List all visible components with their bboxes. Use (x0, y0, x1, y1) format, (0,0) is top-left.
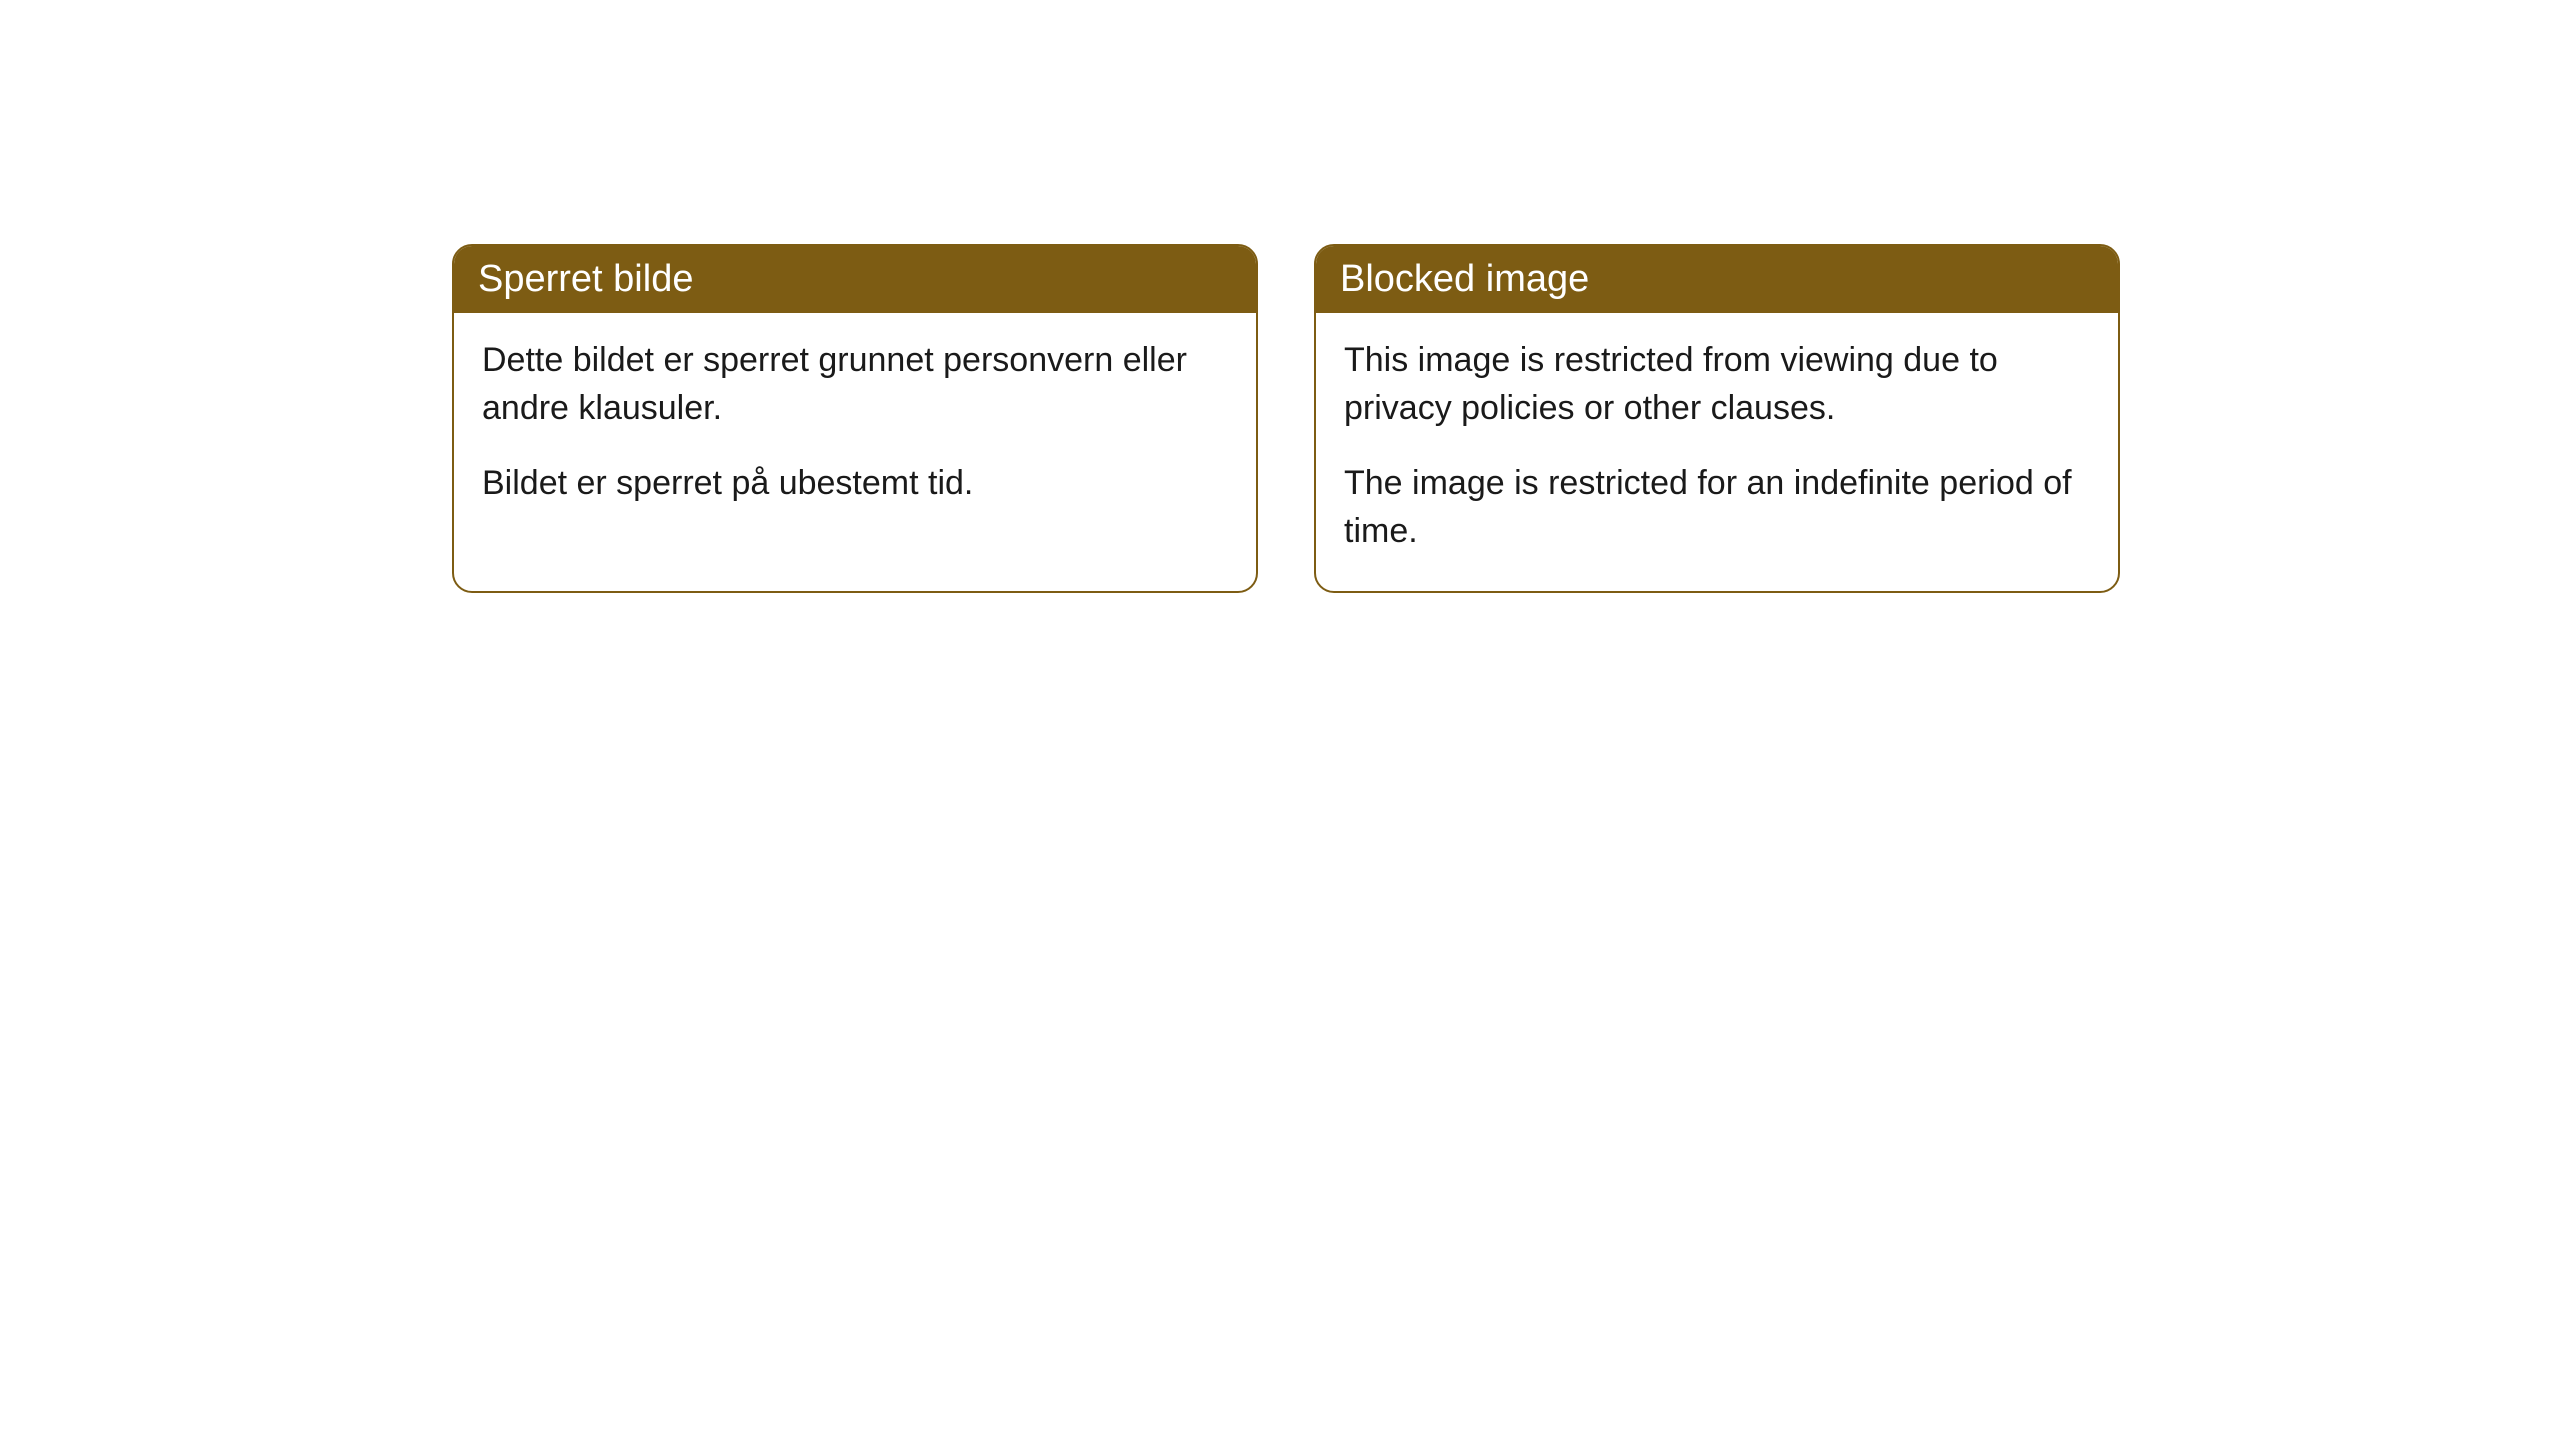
card-header-norwegian: Sperret bilde (454, 246, 1256, 313)
card-paragraph: Dette bildet er sperret grunnet personve… (482, 337, 1228, 432)
notice-card-english: Blocked image This image is restricted f… (1314, 244, 2120, 593)
card-header-english: Blocked image (1316, 246, 2118, 313)
card-title: Sperret bilde (478, 258, 693, 300)
card-paragraph: This image is restricted from viewing du… (1344, 337, 2090, 432)
card-body-norwegian: Dette bildet er sperret grunnet personve… (454, 313, 1256, 544)
card-body-english: This image is restricted from viewing du… (1316, 313, 2118, 591)
card-paragraph: The image is restricted for an indefinit… (1344, 460, 2090, 555)
card-title: Blocked image (1340, 258, 1589, 300)
notice-card-norwegian: Sperret bilde Dette bildet er sperret gr… (452, 244, 1258, 593)
notice-container: Sperret bilde Dette bildet er sperret gr… (452, 244, 2120, 593)
card-paragraph: Bildet er sperret på ubestemt tid. (482, 460, 1228, 508)
